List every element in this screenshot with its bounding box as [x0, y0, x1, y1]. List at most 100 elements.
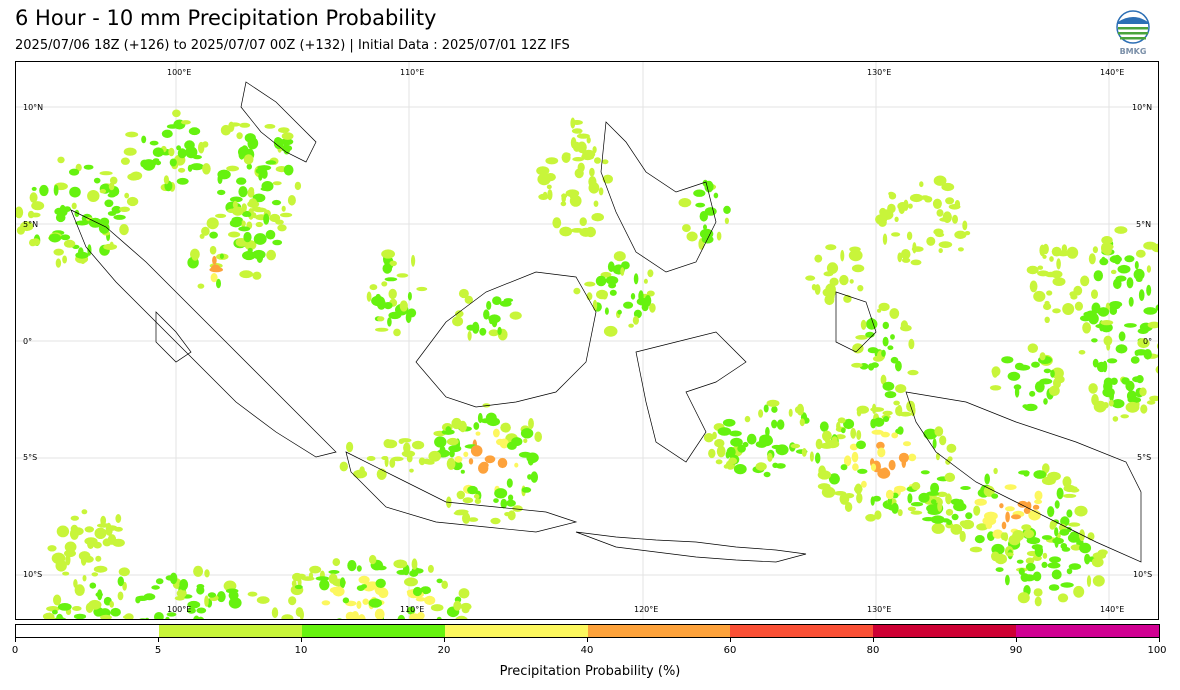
precip-cell: [1103, 238, 1108, 247]
precip-cell: [932, 198, 942, 209]
precip-cell: [572, 157, 585, 162]
precip-cell: [406, 589, 414, 595]
precip-cell: [944, 472, 956, 482]
precip-cell: [856, 405, 869, 414]
precip-cell: [1011, 514, 1021, 520]
precip-cell: [375, 578, 386, 588]
precip-cell: [918, 492, 930, 503]
precip-cell: [212, 255, 217, 265]
precip-cell: [82, 575, 87, 582]
precip-cell: [197, 616, 204, 619]
precip-cell: [424, 595, 436, 606]
precip-cell: [534, 431, 542, 443]
precip-cell: [823, 271, 834, 277]
precip-cell: [107, 192, 117, 198]
precip-cell: [57, 156, 65, 164]
precip-cell: [172, 109, 181, 118]
precip-cell: [790, 443, 801, 449]
precip-cell: [961, 519, 975, 530]
precip-cell: [817, 470, 832, 480]
precip-cell: [1033, 290, 1046, 302]
precip-cell: [620, 267, 625, 276]
precip-cell: [409, 468, 414, 473]
precip-cell: [70, 515, 79, 521]
precip-cell: [1005, 574, 1010, 586]
precip-cell: [825, 244, 837, 251]
precip-cell: [309, 565, 322, 574]
precip-cell: [99, 189, 107, 194]
precip-cell: [411, 254, 416, 267]
precip-cell: [926, 491, 940, 496]
precip-cell: [71, 527, 84, 536]
precip-cell: [856, 492, 863, 504]
precip-cell: [907, 506, 917, 512]
precip-cell: [124, 192, 130, 199]
precip-cell: [490, 517, 501, 525]
precip-cell: [1056, 487, 1064, 500]
precip-cell: [430, 604, 444, 612]
precip-cell: [1149, 395, 1158, 402]
precip-cell: [94, 527, 107, 539]
precip-cell: [1108, 399, 1114, 407]
precip-cell: [1054, 527, 1059, 537]
precip-cell: [29, 238, 37, 247]
precip-cell: [381, 249, 395, 259]
precip-cell: [559, 226, 573, 237]
precip-cell: [1091, 338, 1098, 343]
precip-cell: [1026, 501, 1032, 511]
precip-cell: [1047, 506, 1055, 518]
precip-cell: [546, 184, 552, 190]
precip-cell: [95, 555, 102, 562]
precip-cell: [617, 309, 622, 315]
precip-cell: [149, 140, 159, 146]
precip-cell: [155, 578, 164, 585]
precip-cell: [1106, 343, 1111, 351]
precip-cell: [843, 418, 855, 430]
precip-cell: [73, 613, 87, 619]
precip-cell: [840, 249, 845, 262]
coastline: [415, 271, 597, 408]
precip-cell: [509, 311, 522, 320]
precip-cell: [1047, 562, 1061, 569]
precip-cell: [584, 281, 596, 287]
precip-cell: [1048, 584, 1060, 591]
precip-cell: [1034, 499, 1043, 505]
precip-cell: [755, 462, 767, 471]
precip-cell: [236, 177, 247, 185]
precip-cell: [238, 226, 251, 232]
precip-cell: [920, 470, 930, 475]
precip-cell: [937, 500, 943, 512]
precip-cell: [826, 262, 839, 274]
precip-cell: [868, 363, 875, 371]
precip-cell: [900, 249, 911, 260]
precip-cell: [150, 159, 157, 166]
precip-cell: [506, 441, 517, 450]
precip-cell: [479, 327, 487, 336]
precip-cell: [911, 246, 924, 252]
precip-cell: [758, 409, 764, 418]
precip-cell: [264, 124, 276, 129]
precip-cell: [366, 456, 376, 461]
precip-cell: [217, 189, 226, 196]
colorbar-segment: [158, 625, 302, 637]
precip-cell: [1074, 301, 1083, 311]
precip-cell: [252, 271, 262, 280]
precip-cell: [499, 438, 509, 449]
precip-cell: [1037, 270, 1050, 277]
precip-cell: [1017, 500, 1028, 508]
precip-cell: [467, 330, 472, 341]
precip-cell: [644, 295, 652, 307]
lat-label-right: 0°: [1143, 337, 1153, 346]
precip-cell: [506, 499, 516, 507]
precip-cell: [384, 456, 389, 468]
precip-cell: [369, 284, 378, 291]
precip-cell: [814, 284, 821, 295]
precip-cell: [772, 462, 779, 468]
precip-cell: [598, 187, 604, 196]
precip-cell: [857, 285, 864, 292]
precip-cell: [1023, 470, 1030, 477]
precip-cell: [247, 591, 258, 597]
precip-cell: [120, 157, 130, 165]
colorbar-tick: [158, 637, 159, 642]
precip-cell: [342, 597, 350, 604]
